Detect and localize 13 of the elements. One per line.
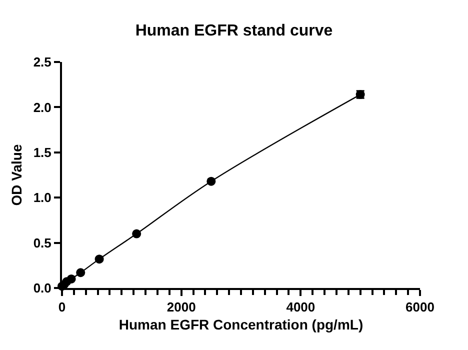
- x-tick-label: 2000: [166, 300, 196, 315]
- y-tick-label: 1.5: [33, 144, 52, 160]
- y-tick-label: 2.5: [33, 54, 52, 70]
- x-tick-label: 6000: [406, 300, 434, 315]
- chart-title: Human EGFR stand curve: [135, 22, 333, 40]
- x-tick-label: 4000: [286, 300, 316, 315]
- y-axis-title: OD Value: [8, 144, 24, 206]
- y-tick-label: 1.0: [33, 190, 52, 206]
- y-tick-label: 0.5: [33, 235, 52, 250]
- y-tick-label: 2.0: [33, 100, 52, 115]
- x-tick-label: 0: [58, 300, 66, 315]
- x-axis-title: Human EGFR Concentration (pg/mL): [118, 316, 364, 332]
- y-tick-label: 0.0: [33, 280, 52, 296]
